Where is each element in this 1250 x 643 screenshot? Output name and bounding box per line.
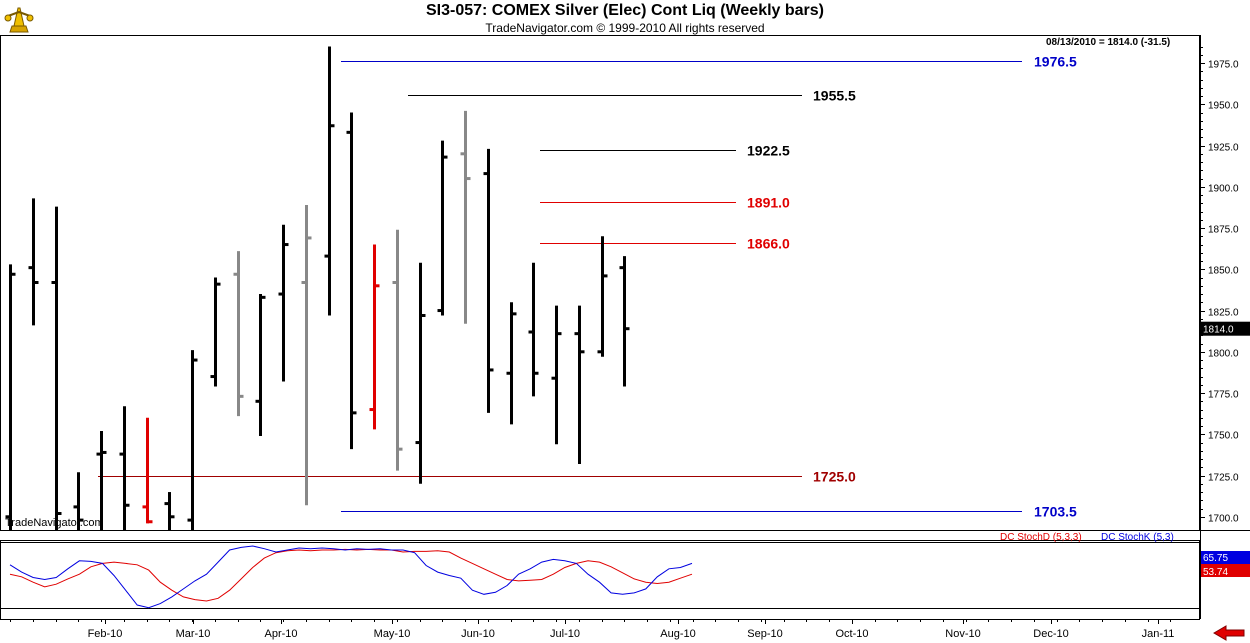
ohlc-bar [187, 350, 198, 530]
y-tick-label: 1725.0 [1208, 473, 1239, 484]
x-tick-label: Jun-10 [461, 628, 495, 640]
stochd-legend: DC StochD (5,3,3) [1000, 532, 1082, 543]
panel-frames [0, 35, 1250, 643]
ohlc-bar [528, 262, 539, 397]
ohlc-bar [369, 244, 380, 430]
y-tick-label: 1975.0 [1208, 60, 1239, 71]
x-tick-label: Nov-10 [945, 628, 980, 640]
ohlc-bar [278, 224, 289, 382]
trade-navigator-logo-icon [4, 7, 34, 33]
y-tick-label: 1925.0 [1208, 143, 1239, 154]
last-price-tag [1201, 321, 1250, 336]
chart-title: SI3-057: COMEX Silver (Elec) Cont Liq (W… [425, 2, 825, 19]
stochk-legend: DC StochK (5,3) [1101, 532, 1174, 543]
price-bars [5, 46, 630, 530]
ohlc-bar [324, 46, 335, 316]
ohlc-bar [28, 198, 39, 326]
ohlc-bar [210, 277, 221, 387]
y-tick-label: 1700.0 [1208, 514, 1239, 525]
y-tick-label: 1900.0 [1208, 184, 1239, 195]
last-price-tag-text: 1814.0 [1203, 325, 1234, 336]
x-tick-label: Feb-10 [88, 628, 123, 640]
x-tick-label: Apr-10 [264, 628, 297, 640]
ohlc-bar [437, 140, 448, 316]
x-tick-label: Oct-10 [835, 628, 868, 640]
chart-subtitle: TradeNavigator.com © 1999-2010 All right… [485, 21, 765, 35]
ohlc-bar [619, 256, 630, 387]
ohlc-bar [597, 236, 608, 357]
stochd-value-tag [1201, 564, 1250, 577]
ohlc-bar [551, 305, 562, 445]
ohlc-bar [506, 302, 517, 425]
ohlc-bar [73, 472, 84, 530]
level-label: 1976.5 [1034, 54, 1077, 70]
level-label: 1955.5 [813, 88, 856, 104]
ohlc-bar [346, 112, 357, 450]
stochd-value-text: 53.74 [1203, 567, 1228, 578]
ohlc-bar [415, 262, 426, 484]
ohlc-bar [142, 417, 153, 524]
ohlc-bar [483, 148, 494, 413]
ohlc-bar [96, 431, 107, 530]
stochastic-panel: 65.75 53.74 [0, 542, 1250, 609]
ohlc-bar [119, 406, 130, 530]
y-tick-label: 1850.0 [1208, 266, 1239, 277]
date-axis: Feb-10 Mar-10 Apr-10 May-10 Jun-10 Jul-10 Aug-… [10, 619, 1175, 640]
ohlc-bar [301, 204, 312, 506]
y-tick-label: 1800.0 [1208, 349, 1239, 360]
x-tick-label: Sep-10 [747, 628, 782, 640]
ohlc-bar [5, 264, 16, 530]
level-label: 1866.0 [747, 236, 790, 252]
x-tick-label: Aug-10 [660, 628, 695, 640]
ohlc-bar [164, 492, 175, 530]
level-label: 1703.5 [1034, 504, 1077, 520]
stochk-line [9, 545, 693, 609]
y-tick-label: 1875.0 [1208, 225, 1239, 236]
axis-background [1200, 35, 1250, 643]
x-tick-label: Jul-10 [550, 628, 580, 640]
ohlc-bar [392, 229, 403, 471]
y-tick-label: 1775.0 [1208, 390, 1239, 401]
x-tick-label: May-10 [374, 628, 411, 640]
last-price-readout: 08/13/2010 = 1814.0 (-31.5) [1046, 37, 1171, 48]
watermark: TradeNavigator.com [5, 517, 104, 529]
level-label: 1922.5 [747, 143, 790, 159]
stochastic-panel-frame [0, 540, 1200, 620]
scroll-left-arrow-icon[interactable] [1212, 625, 1246, 641]
x-tick-label: Mar-10 [176, 628, 211, 640]
price-levels: 1976.5 1955.5 1922.5 1891.0 1866.0 1725.0 1703… [98, 54, 1077, 520]
price-panel-frame [0, 35, 1200, 531]
ohlc-bar [51, 206, 62, 530]
x-tick-label: Dec-10 [1033, 628, 1068, 640]
ohlc-bar [233, 251, 244, 417]
y-tick-label: 1825.0 [1208, 308, 1239, 319]
level-label: 1725.0 [813, 469, 856, 485]
ohlc-bar [460, 110, 471, 324]
price-axis: 1700.0 1725.0 1750.0 1775.0 1800.0 1825.0 1850… [1200, 47, 1250, 525]
level-label: 1891.0 [747, 195, 790, 211]
y-tick-label: 1750.0 [1208, 431, 1239, 442]
ohlc-bar [255, 294, 266, 436]
y-tick-label: 1950.0 [1208, 101, 1239, 112]
stochk-value-text: 65.75 [1203, 553, 1228, 564]
stochk-value-tag [1201, 551, 1250, 564]
x-tick-label: Jan-11 [1142, 628, 1175, 640]
ohlc-bar [574, 305, 585, 464]
